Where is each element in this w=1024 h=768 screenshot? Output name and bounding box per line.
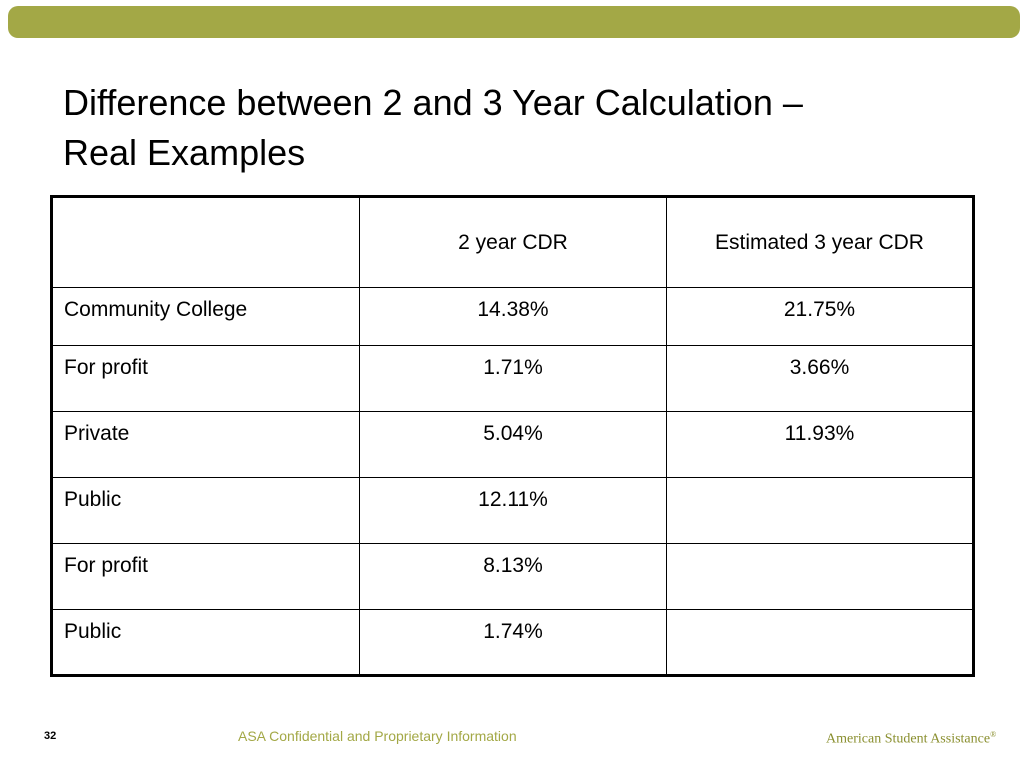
row-label: Private <box>51 411 360 478</box>
brand-logo-text: American Student Assistance® <box>826 730 996 748</box>
header-cell-estimated-3-year-cdr: Estimated 3 year CDR <box>666 196 974 288</box>
table-row: Public 1.74% <box>51 609 974 676</box>
row-3-year-value: 3.66% <box>666 345 974 412</box>
slide-title-line-2: Real Examples <box>63 132 306 173</box>
table-row: Public 12.11% <box>51 477 974 544</box>
table-header-row: 2 year CDR Estimated 3 year CDR <box>51 196 974 288</box>
row-3-year-value <box>666 543 974 610</box>
row-2-year-value: 8.13% <box>359 543 667 610</box>
row-3-year-value <box>666 477 974 544</box>
row-2-year-value: 14.38% <box>359 287 667 346</box>
brand-name: American Student Assistance <box>826 731 991 747</box>
table-row: Private 5.04% 11.93% <box>51 411 974 478</box>
row-3-year-value: 11.93% <box>666 411 974 478</box>
row-2-year-value: 12.11% <box>359 477 667 544</box>
top-accent-bar <box>8 6 1020 38</box>
slide-title: Difference between 2 and 3 Year Calculat… <box>63 78 983 178</box>
header-cell-empty <box>51 196 360 288</box>
row-label: Public <box>51 609 360 676</box>
row-3-year-value <box>666 609 974 676</box>
row-label: Public <box>51 477 360 544</box>
page-number: 32 <box>44 730 57 742</box>
row-2-year-value: 1.71% <box>359 345 667 412</box>
table-row: For profit 1.71% 3.66% <box>51 345 974 412</box>
row-label: Community College <box>51 287 360 346</box>
registered-mark: ® <box>990 730 997 739</box>
row-label: For profit <box>51 345 360 412</box>
table-row: For profit 8.13% <box>51 543 974 610</box>
row-2-year-value: 5.04% <box>359 411 667 478</box>
header-cell-2-year-cdr: 2 year CDR <box>359 196 667 288</box>
row-3-year-value: 21.75% <box>666 287 974 346</box>
table-row: Community College 14.38% 21.75% <box>51 287 974 346</box>
confidential-notice: ASA Confidential and Proprietary Informa… <box>238 728 517 744</box>
row-2-year-value: 1.74% <box>359 609 667 676</box>
slide-title-line-1: Difference between 2 and 3 Year Calculat… <box>63 82 803 123</box>
cdr-table: 2 year CDR Estimated 3 year CDR Communit… <box>50 195 975 677</box>
row-label: For profit <box>51 543 360 610</box>
